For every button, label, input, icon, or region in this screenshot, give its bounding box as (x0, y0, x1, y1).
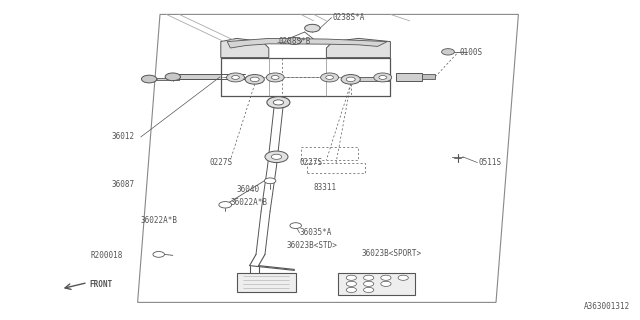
Text: 36022A*B: 36022A*B (230, 198, 268, 207)
Circle shape (374, 73, 392, 82)
Circle shape (232, 76, 239, 79)
Circle shape (341, 75, 360, 84)
Circle shape (271, 154, 282, 159)
Text: 36023B<STD>: 36023B<STD> (287, 241, 337, 250)
Circle shape (153, 252, 164, 257)
Text: R200018: R200018 (91, 251, 124, 260)
Circle shape (305, 24, 320, 32)
Circle shape (326, 76, 333, 79)
Polygon shape (237, 273, 296, 292)
Text: 0511S: 0511S (479, 158, 502, 167)
Text: 83311: 83311 (314, 183, 337, 192)
Circle shape (381, 281, 391, 286)
Circle shape (219, 202, 232, 208)
Text: 36087: 36087 (112, 180, 135, 189)
Circle shape (287, 37, 301, 44)
Polygon shape (338, 273, 415, 295)
Text: A363001312: A363001312 (584, 302, 630, 311)
Circle shape (364, 275, 374, 280)
Circle shape (321, 73, 339, 82)
Polygon shape (326, 38, 390, 58)
Circle shape (271, 76, 279, 79)
Circle shape (346, 281, 356, 286)
Polygon shape (227, 38, 387, 48)
Circle shape (346, 275, 356, 280)
Text: 36023B<SPORT>: 36023B<SPORT> (362, 249, 422, 258)
Circle shape (267, 97, 290, 108)
Circle shape (379, 76, 387, 79)
Circle shape (398, 275, 408, 280)
Circle shape (346, 77, 355, 82)
Text: 36022A*B: 36022A*B (141, 216, 178, 225)
Text: FRONT: FRONT (89, 280, 112, 289)
Text: 0238S*A: 0238S*A (333, 13, 365, 22)
Circle shape (364, 281, 374, 286)
Circle shape (442, 49, 454, 55)
Polygon shape (422, 74, 435, 79)
Circle shape (245, 75, 264, 84)
Text: 0238S*B: 0238S*B (278, 37, 311, 46)
Circle shape (250, 77, 259, 82)
Text: 0227S: 0227S (210, 158, 233, 167)
Polygon shape (221, 38, 269, 58)
Polygon shape (358, 77, 390, 81)
Circle shape (141, 75, 157, 83)
Circle shape (266, 73, 284, 82)
Circle shape (290, 223, 301, 228)
Circle shape (265, 151, 288, 163)
Text: 0100S: 0100S (460, 48, 483, 57)
Text: 36012: 36012 (112, 132, 135, 141)
Text: 36035*A: 36035*A (300, 228, 332, 237)
Text: 36040: 36040 (237, 185, 260, 194)
Circle shape (227, 73, 244, 82)
Circle shape (364, 287, 374, 292)
Polygon shape (178, 74, 221, 79)
Circle shape (381, 275, 391, 280)
Circle shape (264, 178, 276, 184)
Polygon shape (154, 78, 179, 80)
Circle shape (273, 100, 284, 105)
Circle shape (165, 73, 180, 81)
Circle shape (346, 287, 356, 292)
Text: 0227S: 0227S (300, 158, 323, 167)
Polygon shape (396, 73, 422, 81)
